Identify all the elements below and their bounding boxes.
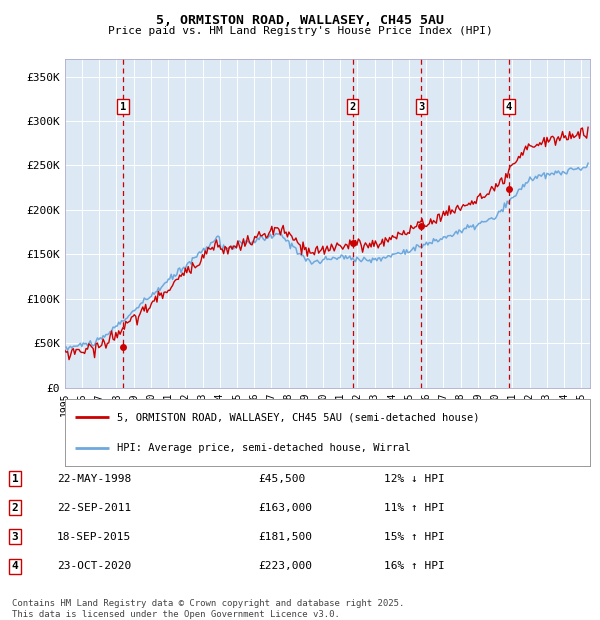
- Text: £45,500: £45,500: [258, 474, 305, 484]
- Text: 16% ↑ HPI: 16% ↑ HPI: [384, 561, 445, 571]
- Text: 1: 1: [120, 102, 126, 112]
- Text: 2: 2: [349, 102, 356, 112]
- Text: Contains HM Land Registry data © Crown copyright and database right 2025.
This d: Contains HM Land Registry data © Crown c…: [12, 600, 404, 619]
- Text: 3: 3: [418, 102, 424, 112]
- Text: £163,000: £163,000: [258, 503, 312, 513]
- Text: 22-SEP-2011: 22-SEP-2011: [57, 503, 131, 513]
- Text: 2: 2: [11, 503, 19, 513]
- Text: 4: 4: [506, 102, 512, 112]
- Text: HPI: Average price, semi-detached house, Wirral: HPI: Average price, semi-detached house,…: [118, 443, 411, 453]
- Text: 22-MAY-1998: 22-MAY-1998: [57, 474, 131, 484]
- Text: Price paid vs. HM Land Registry's House Price Index (HPI): Price paid vs. HM Land Registry's House …: [107, 26, 493, 36]
- Text: 15% ↑ HPI: 15% ↑ HPI: [384, 532, 445, 542]
- Text: 11% ↑ HPI: 11% ↑ HPI: [384, 503, 445, 513]
- Text: 1: 1: [11, 474, 19, 484]
- Text: 18-SEP-2015: 18-SEP-2015: [57, 532, 131, 542]
- Text: 5, ORMISTON ROAD, WALLASEY, CH45 5AU (semi-detached house): 5, ORMISTON ROAD, WALLASEY, CH45 5AU (se…: [118, 412, 480, 422]
- Text: 3: 3: [11, 532, 19, 542]
- Text: 12% ↓ HPI: 12% ↓ HPI: [384, 474, 445, 484]
- Text: £181,500: £181,500: [258, 532, 312, 542]
- Text: 5, ORMISTON ROAD, WALLASEY, CH45 5AU: 5, ORMISTON ROAD, WALLASEY, CH45 5AU: [156, 14, 444, 27]
- Text: 4: 4: [11, 561, 19, 571]
- Text: £223,000: £223,000: [258, 561, 312, 571]
- Text: 23-OCT-2020: 23-OCT-2020: [57, 561, 131, 571]
